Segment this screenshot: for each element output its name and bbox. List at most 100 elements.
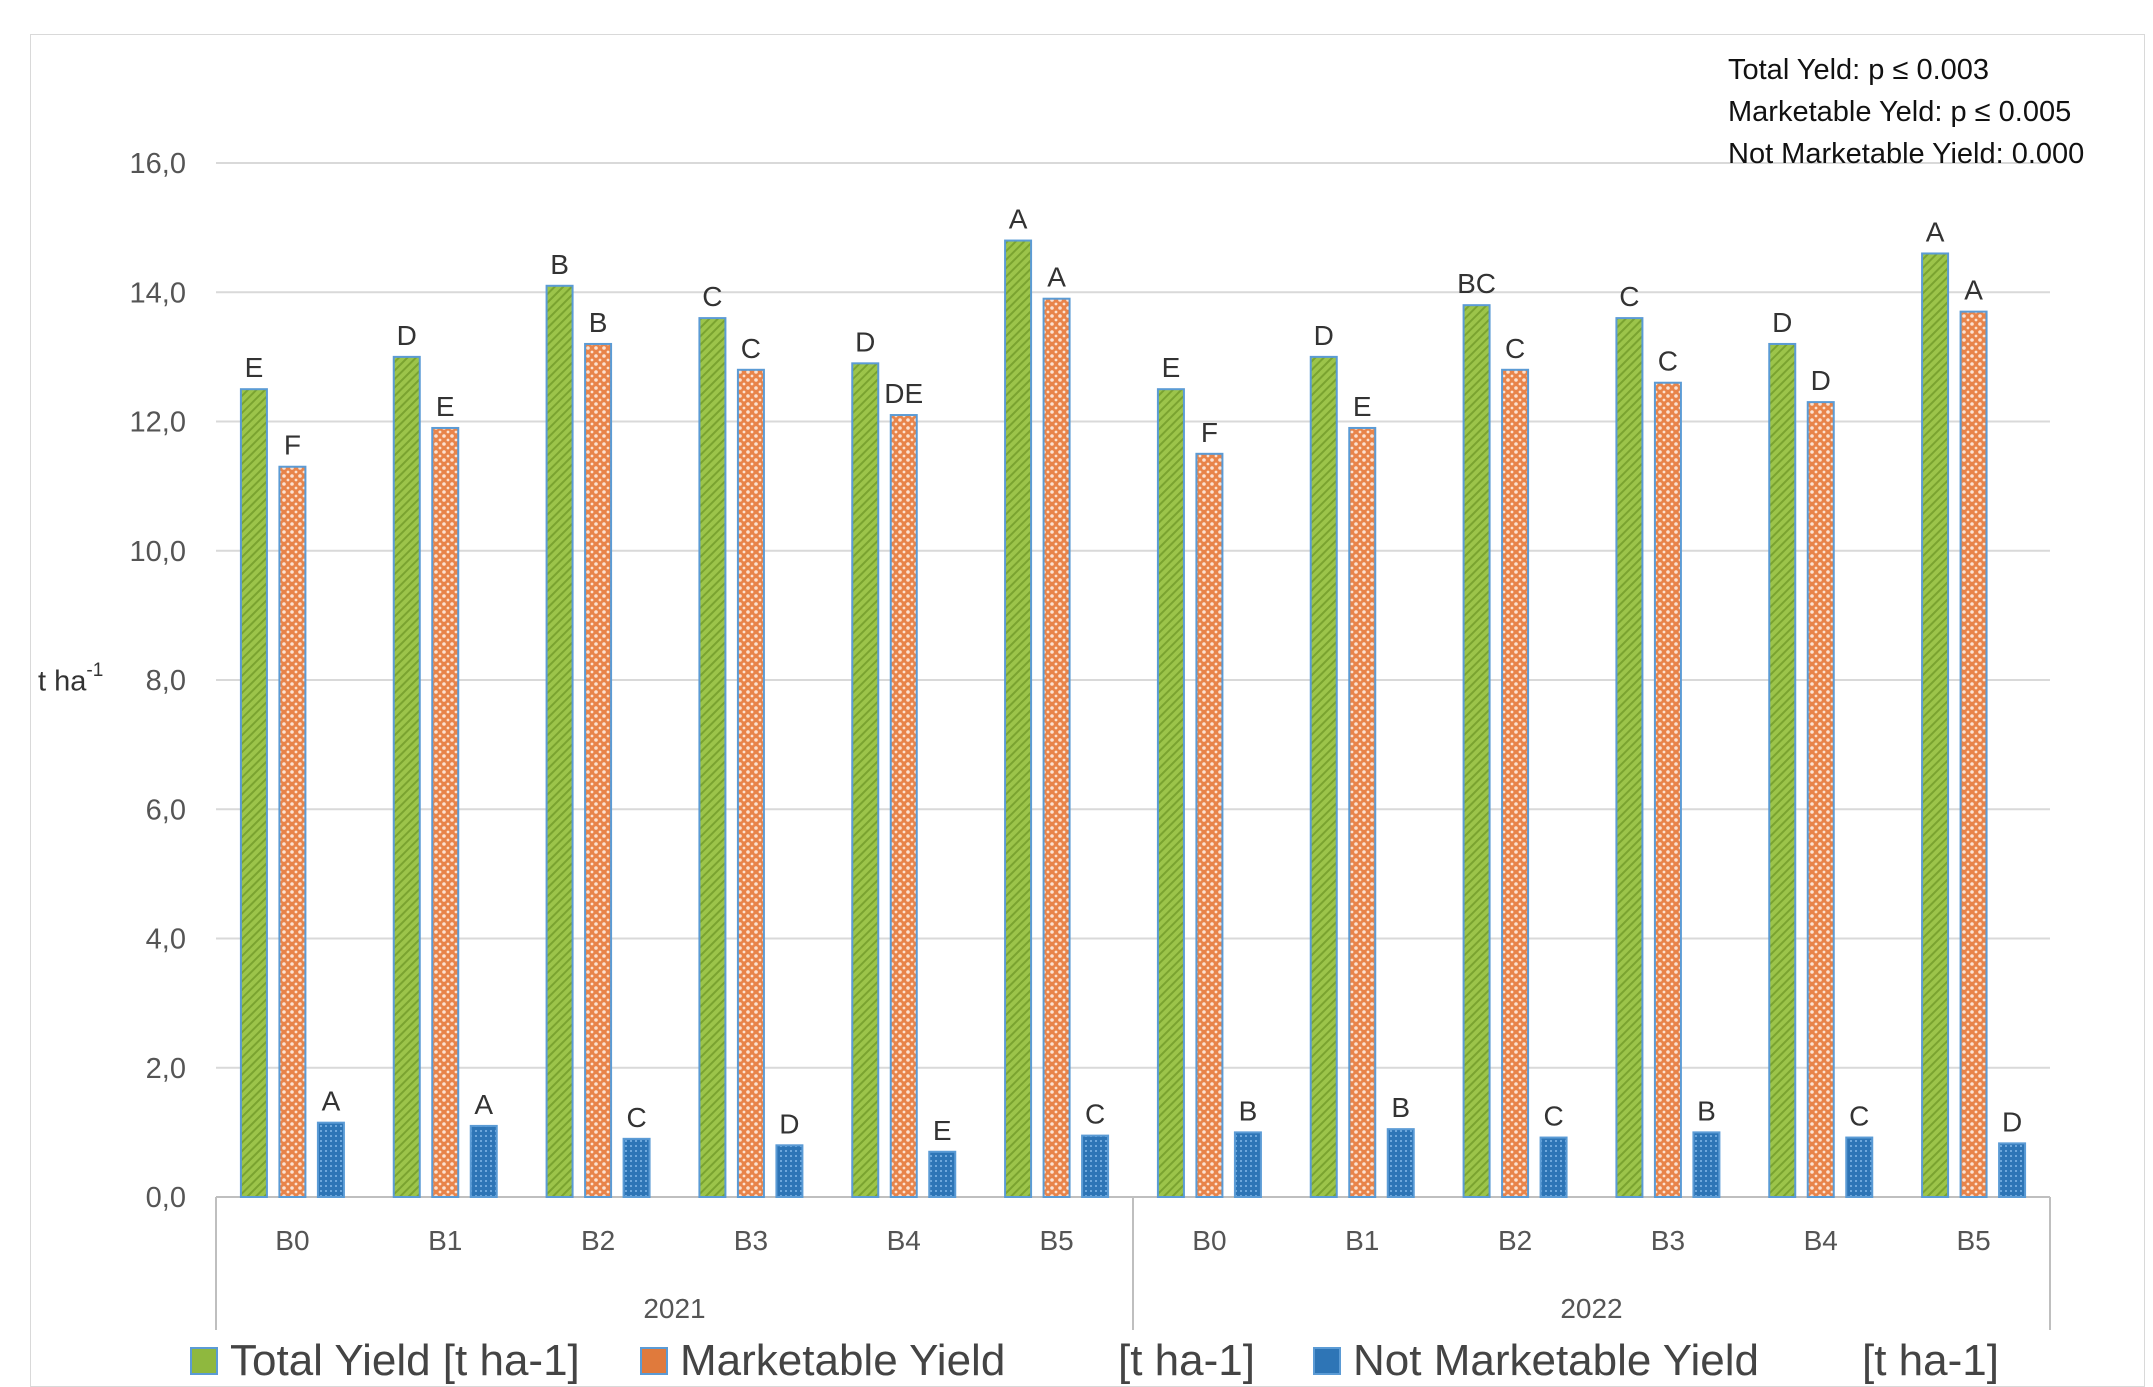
bar-not-marketable-yield xyxy=(1692,1131,1721,1198)
significance-letter: DE xyxy=(884,378,923,409)
bar-marketable-yield xyxy=(278,465,307,1198)
legend-label-marketable: Marketable Yield xyxy=(680,1336,1006,1385)
bar-not-marketable-yield xyxy=(1539,1136,1568,1199)
bar-not-marketable-yield xyxy=(1386,1128,1415,1199)
significance-letter: A xyxy=(322,1086,341,1117)
significance-letter: C xyxy=(1849,1101,1869,1132)
x-tick-label: B2 xyxy=(581,1225,615,1256)
y-tick-label: 14,0 xyxy=(130,277,186,309)
x-tick-label: B4 xyxy=(1804,1225,1838,1256)
x-tick-label: B3 xyxy=(1651,1225,1685,1256)
bar-marketable-yield xyxy=(889,414,918,1199)
significance-letter: C xyxy=(1543,1101,1563,1132)
x-tick-label: B0 xyxy=(275,1225,309,1256)
significance-letter: D xyxy=(1772,307,1792,338)
significance-letter: C xyxy=(702,281,722,312)
significance-letter: A xyxy=(474,1089,493,1120)
significance-letter: E xyxy=(1162,352,1181,383)
bar-marketable-yield xyxy=(584,342,613,1198)
bar-marketable-yield xyxy=(431,426,460,1198)
significance-letter: A xyxy=(1047,262,1066,293)
legend-swatch-total xyxy=(190,1347,218,1375)
stat-annotation-total: Total Yeld: p ≤ 0.003 xyxy=(1728,54,1990,86)
bar-marketable-yield xyxy=(1042,297,1071,1198)
bar-marketable-yield xyxy=(736,368,765,1198)
x-tick-label: B5 xyxy=(1039,1225,1073,1256)
y-tick-label: 10,0 xyxy=(130,536,186,568)
y-tick-label: 4,0 xyxy=(146,924,186,956)
significance-letter: F xyxy=(1201,417,1218,448)
legend-item-not-marketable-yield: Not Marketable Yield xyxy=(1313,1336,1759,1386)
y-tick-label: 0,0 xyxy=(146,1182,186,1214)
y-tick-label: 16,0 xyxy=(130,148,186,180)
x-tick-label: B4 xyxy=(887,1225,921,1256)
y-axis-label-superscript: -1 xyxy=(86,660,104,681)
legend-swatch-not-marketable xyxy=(1313,1347,1341,1375)
bar-total-yield xyxy=(1615,317,1644,1199)
bar-total-yield xyxy=(1768,342,1797,1198)
x-tick-label: B1 xyxy=(428,1225,462,1256)
significance-letter: F xyxy=(284,430,301,461)
legend-item-total-yield: Total Yield [t ha-1] xyxy=(190,1336,580,1386)
significance-letter: D xyxy=(2002,1106,2022,1137)
bar-total-yield xyxy=(392,355,421,1198)
bar-not-marketable-yield xyxy=(1998,1142,2027,1198)
significance-letter: C xyxy=(626,1102,646,1133)
bar-total-yield xyxy=(1156,388,1185,1198)
bar-marketable-yield xyxy=(1348,426,1377,1198)
significance-letter: B xyxy=(1239,1095,1258,1126)
stat-annotation-not-marketable: Not Marketable Yield: 0.000 xyxy=(1728,138,2085,170)
x-tick-label: B1 xyxy=(1345,1225,1379,1256)
bar-not-marketable-yield xyxy=(1081,1134,1110,1198)
bar-total-yield xyxy=(239,388,268,1198)
bar-not-marketable-yield xyxy=(469,1124,498,1198)
y-tick-label: 8,0 xyxy=(146,665,186,697)
significance-letter: C xyxy=(741,333,761,364)
bar-total-yield xyxy=(1921,252,1950,1199)
x-tick-label: B2 xyxy=(1498,1225,1532,1256)
y-axis-label-text: t ha xyxy=(38,665,87,698)
legend-unit-not-marketable: [t ha-1] xyxy=(1862,1336,1999,1385)
significance-letter: C xyxy=(1505,333,1525,364)
significance-letter: A xyxy=(1009,204,1028,235)
significance-letter: BC xyxy=(1457,268,1496,299)
bar-marketable-yield xyxy=(1501,368,1530,1198)
significance-letter: E xyxy=(436,391,455,422)
legend-item-marketable-yield: Marketable Yield xyxy=(640,1336,1005,1386)
bar-total-yield xyxy=(1004,239,1033,1199)
bar-marketable-yield xyxy=(1806,401,1835,1198)
significance-letter: C xyxy=(1658,346,1678,377)
bar-marketable-yield xyxy=(1653,381,1682,1199)
bar-not-marketable-yield xyxy=(316,1121,345,1199)
bar-total-yield xyxy=(698,317,727,1199)
significance-letter: D xyxy=(1314,320,1334,351)
significance-letter: B xyxy=(550,249,569,280)
x-tick-label: B0 xyxy=(1192,1225,1226,1256)
y-tick-label: 6,0 xyxy=(146,794,186,826)
group-label: 2022 xyxy=(1560,1293,1622,1324)
bar-not-marketable-yield xyxy=(928,1150,957,1198)
x-tick-label: B5 xyxy=(1956,1225,1990,1256)
bar-not-marketable-yield xyxy=(1233,1131,1262,1198)
x-tick-label: B3 xyxy=(734,1225,768,1256)
bar-total-yield xyxy=(1309,355,1338,1198)
significance-letter: D xyxy=(779,1108,799,1139)
y-tick-label: 2,0 xyxy=(146,1053,186,1085)
significance-letter: B xyxy=(589,307,608,338)
significance-letter: D xyxy=(1811,365,1831,396)
significance-letter: D xyxy=(855,326,875,357)
y-tick-label: 12,0 xyxy=(130,407,186,439)
y-axis-label: t ha-1 xyxy=(38,660,103,699)
group-label: 2021 xyxy=(643,1293,705,1324)
significance-letter: E xyxy=(245,352,264,383)
legend-label-not-marketable: Not Marketable Yield xyxy=(1353,1336,1759,1385)
legend-unit-marketable: [t ha-1] xyxy=(1118,1336,1255,1385)
bar-marketable-yield xyxy=(1959,310,1988,1198)
bar-not-marketable-yield xyxy=(622,1137,651,1199)
bar-marketable-yield xyxy=(1195,452,1224,1198)
legend-swatch-marketable xyxy=(640,1347,668,1375)
significance-letter: C xyxy=(1085,1099,1105,1130)
bar-total-yield xyxy=(545,284,574,1199)
bar-not-marketable-yield xyxy=(1845,1136,1874,1199)
significance-letter: E xyxy=(1353,391,1372,422)
